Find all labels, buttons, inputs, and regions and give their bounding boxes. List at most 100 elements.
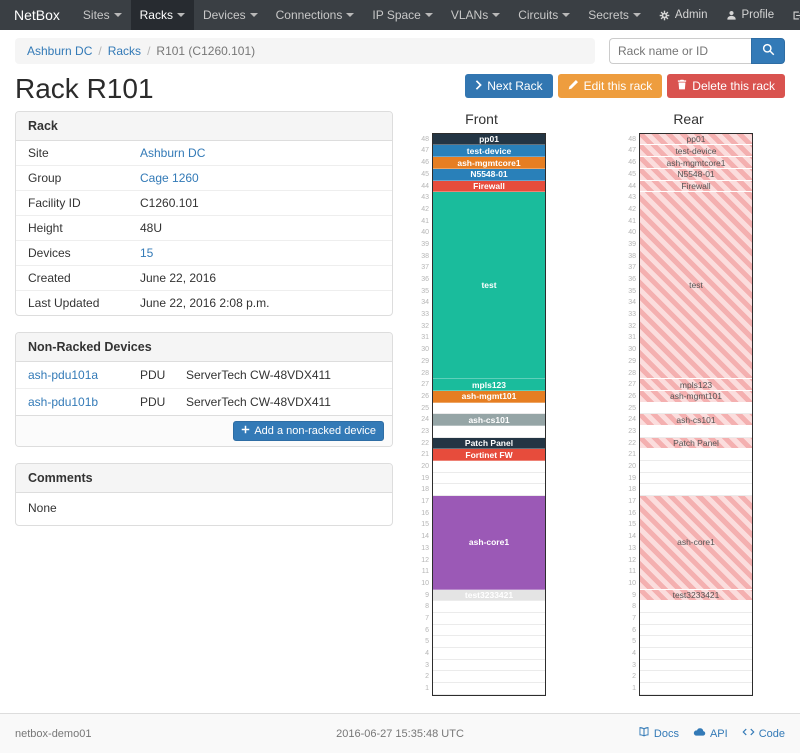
footer: netbox-demo01 2016-06-27 15:35:48 UTC Do… [0, 713, 800, 753]
rack-slot-empty [640, 660, 752, 672]
rack-slot-empty [433, 636, 545, 649]
rack-device-ash-mgmt101[interactable]: ash-mgmt101 [433, 390, 545, 403]
rack-device-ash-mgmtcore1[interactable]: ash-mgmtcore1 [433, 157, 545, 169]
nav-item-racks[interactable]: Racks [130, 0, 194, 30]
edit-rack-button[interactable]: Edit this rack [557, 74, 663, 98]
cloud-icon [693, 727, 706, 740]
code-link[interactable]: Code [742, 726, 785, 741]
nav-item-ip-space[interactable]: IP Space [363, 0, 441, 30]
admin-link[interactable]: Admin [650, 0, 717, 30]
device-link-ash-pdu101a[interactable]: ash-pdu101a [28, 367, 99, 382]
unit-number: 30 [421, 346, 429, 354]
rear-unit-numbers: 48 47 46 45 44 43 42 41 40 39 38 37 36 35 34 33 32 31 30 29… [624, 134, 639, 695]
rack-device-patch-panel[interactable]: Patch Panel [640, 437, 752, 450]
unit-number: 28 [628, 369, 636, 377]
unit-number: 19 [421, 474, 429, 482]
unit-number: 41 [421, 217, 429, 225]
rack-device-ash-mgmt101[interactable]: ash-mgmt101 [640, 390, 752, 403]
next-rack-button[interactable]: Next Rack [465, 74, 553, 98]
nav-item-label: VLANs [450, 8, 489, 22]
breadcrumb-site-link[interactable]: Ashburn DC [27, 44, 93, 58]
nav-item-vlans[interactable]: VLANs [442, 0, 509, 30]
nav-item-secrets[interactable]: Secrets [579, 0, 650, 30]
front-unit-numbers: 48 47 46 45 44 43 42 41 40 39 38 37 36 35 34 33 32 31 30 29… [417, 134, 432, 695]
rack-device-fortinet-fw[interactable]: Fortinet FW [433, 449, 545, 462]
device-link-ash-pdu101b[interactable]: ash-pdu101b [28, 394, 99, 409]
device-model: ServerTech CW-48VDX411 [186, 367, 331, 382]
rack-device-test-device[interactable]: test-device [640, 145, 752, 158]
rack-slot-empty [640, 403, 752, 415]
api-link[interactable]: API [693, 726, 728, 741]
rack-device-pp01[interactable]: pp01 [433, 133, 545, 146]
device-role: PDU [140, 367, 166, 382]
device-role: PDU [140, 394, 166, 409]
rack-attr-row-height: Height 48U [16, 214, 392, 240]
rack-device-firewall[interactable]: Firewall [433, 180, 545, 193]
unit-number: 25 [421, 404, 429, 412]
rack-device-test[interactable]: test [640, 192, 752, 380]
unit-number: 1 [632, 685, 636, 693]
rack-device-ash-core1[interactable]: ash-core1 [433, 496, 545, 590]
brand-logo[interactable]: NetBox [14, 7, 60, 23]
rack-device-test-device[interactable]: test-device [433, 145, 545, 158]
attr-value-devices[interactable]: 15 [140, 245, 154, 260]
rack-device-patch-panel[interactable]: Patch Panel [433, 437, 545, 450]
rack-slot-empty [640, 601, 752, 613]
unit-number: 1 [425, 685, 429, 693]
rack-device-firewall[interactable]: Firewall [640, 180, 752, 193]
unit-number: 11 [628, 568, 636, 576]
unit-number: 37 [628, 264, 636, 272]
breadcrumb-racks-link[interactable]: Racks [107, 44, 142, 58]
rack-attr-row-devices: Devices 15 [16, 239, 392, 265]
nav-item-sites[interactable]: Sites [74, 0, 131, 30]
rack-device-test3233421[interactable]: test3233421 [640, 589, 752, 602]
rack-slot-empty [640, 625, 752, 637]
rack-attr-row-created: Created June 22, 2016 [16, 264, 392, 290]
unit-number: 44 [421, 182, 429, 190]
rack-device-pp01[interactable]: pp01 [640, 133, 752, 146]
rack-device-ash-cs101[interactable]: ash-cs101 [640, 414, 752, 426]
rack-device-ash-cs101[interactable]: ash-cs101 [433, 414, 545, 426]
unit-number: 16 [628, 509, 636, 517]
navbar: NetBox Sites Racks Devices Connections IP Sp… [0, 0, 800, 30]
nav-item-connections[interactable]: Connections [267, 0, 364, 30]
rack-device-ash-mgmtcore1[interactable]: ash-mgmtcore1 [640, 157, 752, 169]
non-racked-panel-footer: Add a non-racked device [16, 414, 392, 446]
nav-item-label: Devices [202, 8, 246, 22]
unit-number: 20 [421, 463, 429, 471]
rack-device-mpls123[interactable]: mpls123 [640, 379, 752, 391]
unit-number: 45 [628, 170, 636, 178]
rack-device-n5548-01[interactable]: N5548-01 [433, 168, 545, 181]
code-label: Code [758, 727, 785, 740]
rack-device-mpls123[interactable]: mpls123 [433, 379, 545, 391]
unit-number: 4 [425, 650, 429, 658]
unit-number: 43 [421, 194, 429, 202]
breadcrumb-current: R101 (C1260.101) [156, 44, 256, 58]
footer-timestamp: 2016-06-27 15:35:48 UTC [336, 727, 464, 740]
unit-number: 6 [425, 626, 429, 634]
rack-slot-empty [433, 660, 545, 672]
nav-item-devices[interactable]: Devices [194, 0, 267, 30]
add-non-racked-device-button[interactable]: Add a non-racked device [233, 420, 384, 441]
search-input[interactable] [609, 38, 751, 64]
rear-rack-box: pp01 test-device ash-mgmtcore1 N5548-01 Fire… [639, 132, 753, 696]
rack-device-ash-core1[interactable]: ash-core1 [640, 496, 752, 590]
attr-value-site[interactable]: Ashburn DC [140, 145, 206, 160]
rack-device-test3233421[interactable]: test3233421 [433, 589, 545, 602]
rack-slot-empty [433, 601, 545, 613]
rack-device-n5548-01[interactable]: N5548-01 [640, 168, 752, 181]
caret-down-icon [249, 13, 258, 17]
search-button[interactable] [751, 38, 785, 64]
unit-number: 13 [628, 544, 636, 552]
attr-value-group[interactable]: Cage 1260 [140, 170, 199, 185]
profile-link[interactable]: Profile [717, 0, 784, 30]
rack-device-test[interactable]: test [433, 192, 545, 380]
docs-link[interactable]: Docs [638, 726, 679, 741]
comments-body: None [28, 500, 57, 515]
unit-number: 17 [421, 498, 429, 506]
log-out-link[interactable]: Log out [783, 0, 800, 30]
rack-slot-empty [433, 473, 545, 485]
delete-rack-button[interactable]: Delete this rack [667, 74, 785, 98]
unit-number: 22 [421, 439, 429, 447]
nav-item-circuits[interactable]: Circuits [509, 0, 579, 30]
